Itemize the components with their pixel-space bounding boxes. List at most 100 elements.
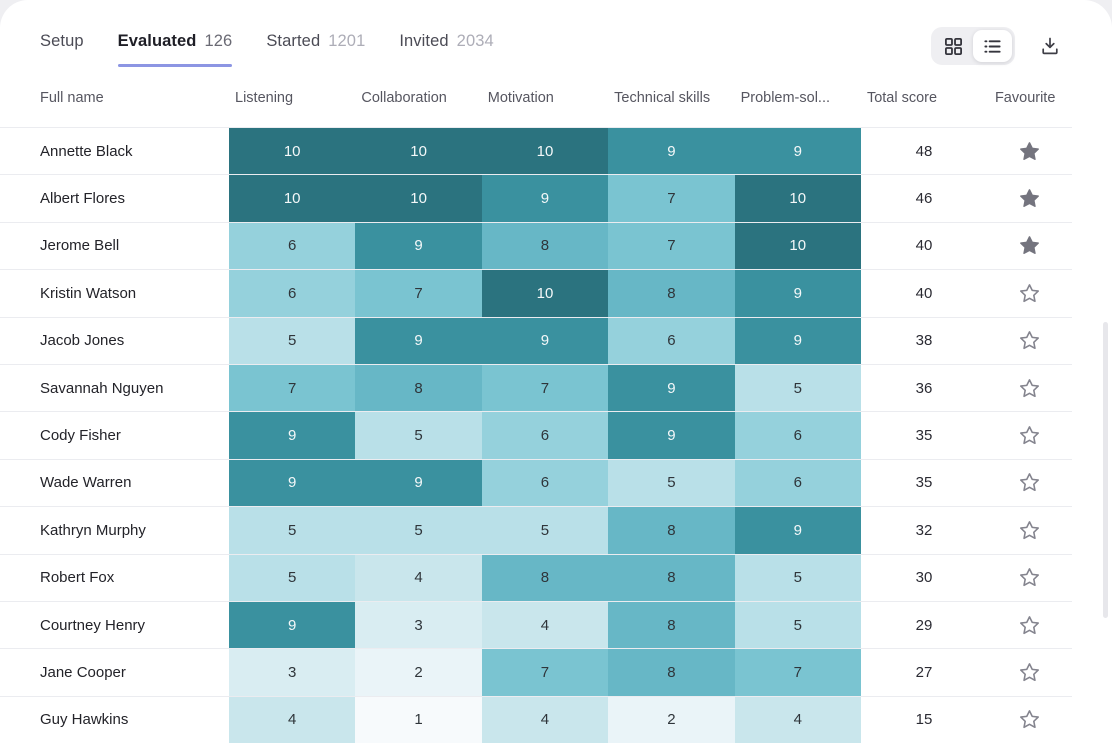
score-cell: 6 <box>229 222 356 270</box>
favourite-toggle[interactable] <box>987 697 1072 743</box>
total-score: 35 <box>915 474 933 492</box>
tab-underline <box>266 64 365 67</box>
table-row[interactable]: Kristin Watson 6 7 10 8 9 40 <box>0 269 1072 317</box>
favourite-star-icon <box>1019 710 1039 729</box>
table-row[interactable]: Jane Cooper 3 2 7 8 7 27 <box>0 648 1072 696</box>
favourite-toggle[interactable] <box>987 128 1072 174</box>
list-view-button[interactable] <box>973 30 1012 62</box>
total-score: 36 <box>915 379 933 397</box>
evaluation-table: Full name Listening Collaboration Motiva… <box>0 90 1072 744</box>
total-score: 46 <box>915 190 933 208</box>
table-body: Annette Black 10 10 10 9 9 48 Albert Flores 10 10… <box>0 127 1072 744</box>
column-header-collaboration: Collaboration <box>361 90 447 106</box>
table-row[interactable]: Jacob Jones 5 9 9 6 9 38 <box>0 316 1072 364</box>
favourite-toggle[interactable] <box>987 175 1072 221</box>
score-cell: 8 <box>481 554 609 601</box>
candidate-name: Wade Warren <box>40 474 132 492</box>
score-cell: 7 <box>608 175 735 222</box>
favourite-toggle[interactable] <box>987 223 1072 269</box>
score-cell: 2 <box>355 649 482 696</box>
score-cell: 9 <box>355 459 482 507</box>
favourite-star-icon <box>1019 378 1039 397</box>
total-score: 35 <box>915 427 933 445</box>
score-cell: 8 <box>608 554 735 601</box>
favourite-toggle[interactable] <box>987 412 1072 458</box>
tab-evaluated[interactable]: Evaluated 126 <box>117 28 233 67</box>
table-row[interactable]: Courtney Henry 9 3 4 8 5 29 <box>0 600 1072 649</box>
total-score: 38 <box>915 332 933 350</box>
list-view-icon <box>984 39 1001 53</box>
favourite-toggle[interactable] <box>987 555 1072 601</box>
table-row[interactable]: Annette Black 10 10 10 9 9 48 <box>0 127 1072 175</box>
table-row[interactable]: Robert Fox 5 4 8 8 5 30 <box>0 553 1072 601</box>
download-button[interactable] <box>1040 36 1060 56</box>
grid-view-button[interactable] <box>934 30 973 62</box>
score-cell: 4 <box>355 554 482 601</box>
favourite-star-icon <box>1019 663 1039 682</box>
score-cell: 9 <box>481 317 609 364</box>
table-row[interactable]: Guy Hawkins 4 1 4 2 4 15 <box>0 695 1072 744</box>
table-row[interactable]: Wade Warren 9 9 6 5 6 35 <box>0 458 1072 507</box>
column-header-technical-skills: Technical skills <box>614 90 711 106</box>
favourite-star-icon <box>1020 141 1039 160</box>
tab-label: Setup <box>40 32 84 50</box>
score-cell: 5 <box>229 507 356 554</box>
score-cell: 9 <box>355 222 482 270</box>
favourite-toggle[interactable] <box>987 318 1072 364</box>
candidate-name: Courtney Henry <box>40 616 146 634</box>
top-bar: Setup Evaluated 126 Started 1201 <box>0 0 1112 90</box>
favourite-toggle[interactable] <box>987 365 1072 411</box>
total-score: 15 <box>915 711 933 729</box>
score-cell: 4 <box>481 696 609 744</box>
tab-invited[interactable]: Invited 2034 <box>399 28 493 67</box>
score-cell: 5 <box>229 554 356 601</box>
score-cell: 1 <box>355 696 482 744</box>
tab-underline <box>117 64 233 67</box>
candidate-name: Jerome Bell <box>40 237 120 255</box>
table-row[interactable]: Jerome Bell 6 9 8 7 10 40 <box>0 221 1072 270</box>
tab-label: Started <box>266 32 321 50</box>
score-cell: 10 <box>229 175 356 222</box>
favourite-toggle[interactable] <box>987 460 1072 506</box>
score-cell: 9 <box>734 128 861 175</box>
tab-count: 126 <box>204 32 233 50</box>
favourite-star-icon <box>1019 520 1039 539</box>
score-cell: 9 <box>229 459 356 507</box>
score-cell: 9 <box>608 128 735 175</box>
favourite-toggle[interactable] <box>987 507 1072 553</box>
score-cell: 8 <box>481 222 609 270</box>
tab-setup[interactable]: Setup <box>40 28 84 67</box>
favourite-toggle[interactable] <box>987 649 1072 695</box>
favourite-star-icon <box>1020 189 1039 208</box>
favourite-star-icon <box>1019 473 1039 492</box>
table-row[interactable]: Kathryn Murphy 5 5 5 8 9 32 <box>0 506 1072 554</box>
total-score: 27 <box>915 663 933 681</box>
score-cell: 6 <box>734 412 861 459</box>
score-cell: 6 <box>229 270 356 317</box>
vertical-scrollbar[interactable] <box>1103 322 1108 618</box>
tab-label: Evaluated <box>117 32 197 50</box>
score-cell: 7 <box>229 364 356 412</box>
table-row[interactable]: Cody Fisher 9 5 6 9 6 35 <box>0 411 1072 459</box>
favourite-toggle[interactable] <box>987 602 1072 648</box>
score-cell: 10 <box>734 222 861 270</box>
score-cell: 9 <box>481 175 609 222</box>
column-header-favourite: Favourite <box>994 90 1056 106</box>
score-cell: 8 <box>355 364 482 412</box>
tab-label: Invited <box>399 32 449 50</box>
score-cell: 9 <box>229 601 356 649</box>
table-row[interactable]: Albert Flores 10 10 9 7 10 46 <box>0 174 1072 222</box>
tab-started[interactable]: Started 1201 <box>266 28 365 67</box>
score-cell: 8 <box>608 601 735 649</box>
grid-view-icon <box>944 37 963 55</box>
candidate-name: Kristin Watson <box>40 284 137 302</box>
favourite-toggle[interactable] <box>987 270 1072 316</box>
score-cell: 5 <box>734 364 861 412</box>
score-cell: 5 <box>734 601 861 649</box>
score-cell: 8 <box>608 507 735 554</box>
table-row[interactable]: Savannah Nguyen 7 8 7 9 5 36 <box>0 363 1072 412</box>
score-cell: 5 <box>734 554 861 601</box>
candidate-name: Jane Cooper <box>40 663 126 681</box>
score-cell: 6 <box>481 412 609 459</box>
favourite-star-icon <box>1020 236 1039 255</box>
